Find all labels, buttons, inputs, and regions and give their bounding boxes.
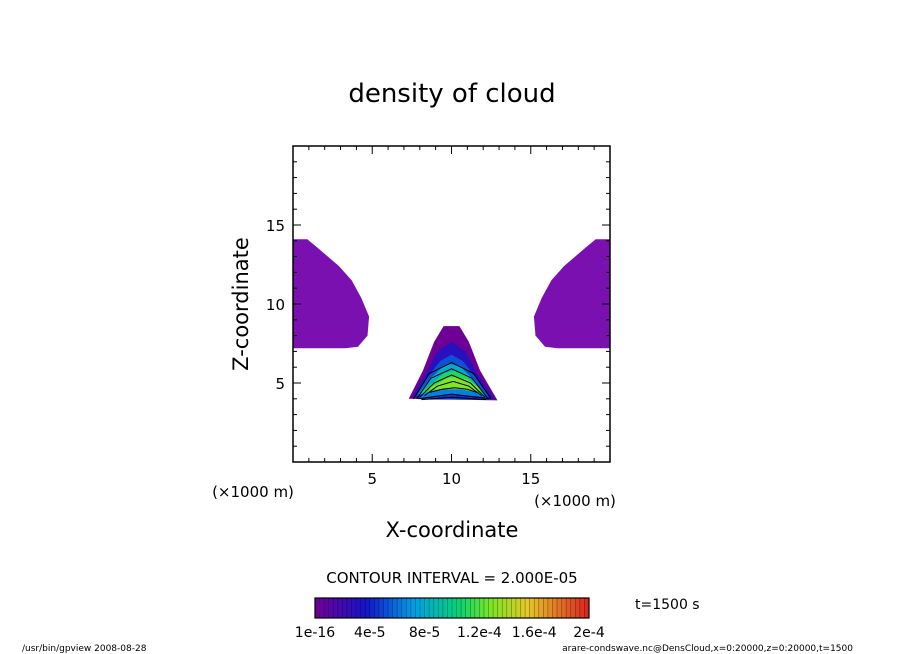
colorbar-segment [566, 598, 572, 618]
colorbar-segment [470, 598, 476, 618]
y-tick-label: 5 [275, 375, 285, 393]
colorbar-segment [374, 598, 380, 618]
colorbar-tick-label: 8e-5 [409, 625, 440, 641]
colorbar-segment [547, 598, 553, 618]
cloud-field-right-cloud [533, 239, 610, 349]
colorbar-segment [438, 598, 444, 618]
colorbar-segment [442, 598, 448, 618]
colorbar-segment [319, 598, 325, 618]
colorbar-segment [561, 598, 567, 618]
colorbar-frame [314, 597, 590, 619]
colorbar-segment [388, 598, 393, 618]
colorbar-segment [552, 598, 558, 618]
plot-fields [293, 239, 610, 401]
colorbar-segment [383, 598, 389, 618]
colorbar-segment [356, 598, 361, 618]
colorbar-segment [420, 598, 425, 618]
chart-title: density of cloud [348, 79, 555, 109]
y-unit-label: (×1000 m) [534, 492, 616, 510]
plot-contours [413, 361, 492, 401]
colorbar-segment [538, 598, 544, 618]
axis-ticks: 5 10 15 5 10 15 [266, 145, 611, 488]
colorbar-segment [429, 598, 435, 618]
colorbar-segment [474, 598, 480, 618]
colorbar-tick-label: 4e-5 [354, 625, 385, 641]
time-label: t=1500 s [635, 597, 700, 613]
colorbar-tick-label: 2e-4 [573, 625, 605, 641]
colorbar-segment [433, 598, 439, 618]
colorbar-segment [502, 598, 508, 618]
colorbar-segment [506, 598, 512, 618]
colorbar-segment [465, 598, 471, 618]
colorbar-segment [365, 598, 371, 618]
colorbar-segment [570, 598, 576, 618]
x-unit-label: (×1000 m) [212, 483, 294, 501]
colorbar-segment [397, 598, 403, 618]
colorbar-labels: 1e-16 4e-5 8e-5 1.2e-4 1.6e-4 2e-4 [295, 625, 605, 641]
colorbar-segment [346, 598, 352, 618]
colorbar-segment [483, 598, 489, 618]
colorbar-segment [315, 598, 320, 618]
footer-right: arare-condswave.nc@DensCloud,x=0:20000,z… [562, 644, 853, 654]
colorbar-segment [401, 598, 407, 618]
y-tick-label: 10 [266, 296, 285, 314]
contour-interval-label: CONTOUR INTERVAL = 2.000E-05 [326, 569, 577, 587]
colorbar-segment [447, 598, 453, 618]
colorbar-segment [337, 598, 343, 618]
x-tick-label: 10 [442, 470, 461, 488]
x-axis-label: X-coordinate [386, 518, 519, 542]
x-tick-label: 5 [367, 470, 377, 488]
colorbar-segment [410, 598, 416, 618]
colorbar-tick-label: 1.2e-4 [457, 625, 502, 641]
colorbar-segment [351, 598, 357, 618]
colorbar-segment [452, 598, 457, 618]
colorbar-segment [378, 598, 384, 618]
colorbar-segment [456, 598, 462, 618]
colorbar-segment [461, 598, 466, 618]
colorbar-segment [525, 598, 530, 618]
colorbar-segment [342, 598, 348, 618]
colorbar-segment [579, 598, 585, 618]
colorbar [314, 598, 590, 618]
colorbar-segment [584, 598, 590, 618]
colorbar-segment [369, 598, 375, 618]
colorbar-segment [392, 598, 398, 618]
colorbar-segment [328, 598, 334, 618]
colorbar-segment [360, 598, 366, 618]
colorbar-segment [333, 598, 339, 618]
contour-line-2 [419, 374, 486, 398]
colorbar-segment [520, 598, 526, 618]
y-axis-label: Z-coordinate [229, 237, 253, 371]
colorbar-segment [511, 598, 517, 618]
colorbar-segment [543, 598, 549, 618]
colorbar-segment [575, 598, 581, 618]
colorbar-segment [557, 598, 562, 618]
colorbar-segment [529, 598, 535, 618]
contour-line-4 [429, 387, 478, 393]
colorbar-segment [324, 598, 329, 618]
colorbar-segment [497, 598, 503, 618]
colorbar-tick-label: 1e-16 [295, 625, 335, 641]
contour-line-0 [413, 361, 492, 400]
colorbar-segment [406, 598, 412, 618]
colorbar-segment [534, 598, 540, 618]
contour-line-3 [424, 380, 482, 397]
colorbar-segment [415, 598, 421, 618]
cloud-band-5 [426, 376, 482, 391]
colorbar-segment [488, 598, 494, 618]
footer-left: /usr/bin/gpview 2008-08-28 [22, 644, 147, 654]
colorbar-segment [493, 598, 498, 618]
colorbar-segment [479, 598, 485, 618]
x-tick-label: 15 [521, 470, 540, 488]
y-tick-label: 15 [266, 217, 285, 235]
cloud-field-left-cloud [293, 239, 370, 349]
contour-line-1 [416, 368, 489, 400]
colorbar-segment [424, 598, 430, 618]
colorbar-segment [515, 598, 521, 618]
colorbar-tick-label: 1.6e-4 [512, 625, 557, 641]
contour-line-5 [418, 393, 490, 400]
contour-line-6 [421, 396, 487, 401]
